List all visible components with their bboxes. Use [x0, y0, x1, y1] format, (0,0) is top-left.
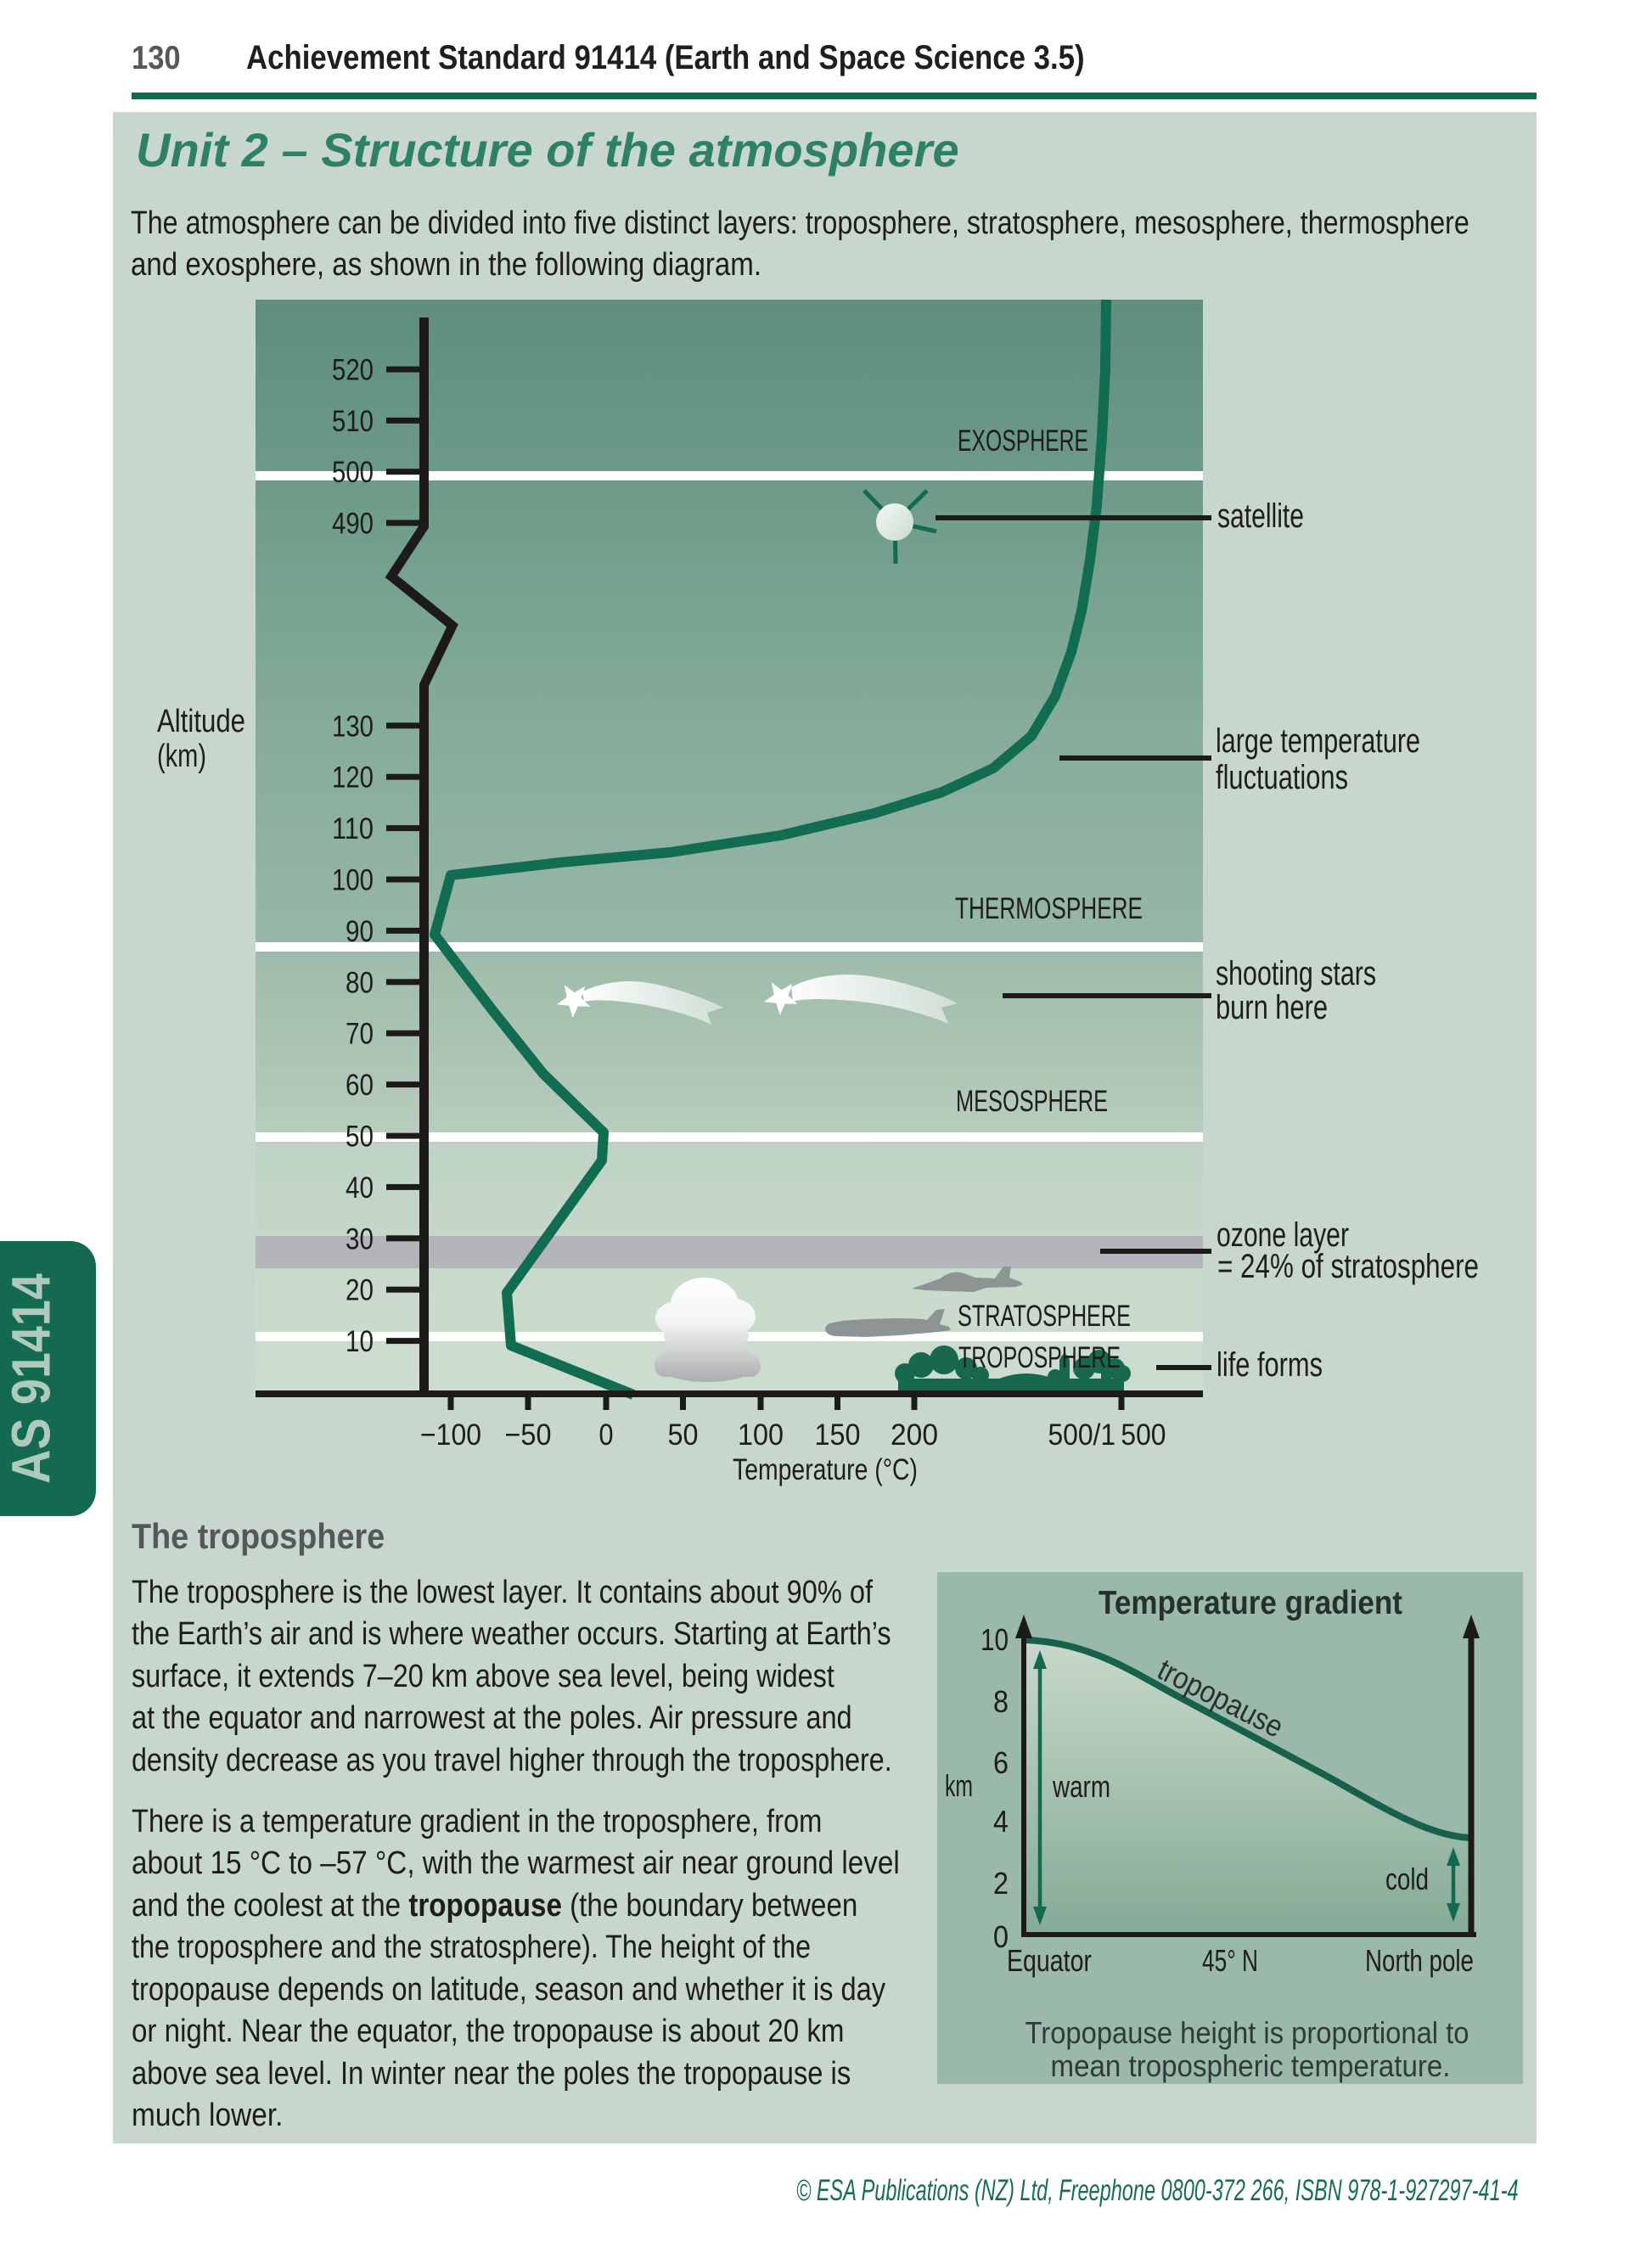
svg-text:0: 0	[993, 1919, 1009, 1954]
svg-text:10: 10	[981, 1622, 1009, 1657]
svg-text:MESOSPHERE: MESOSPHERE	[956, 1085, 1108, 1118]
svg-text:EXOSPHERE: EXOSPHERE	[958, 424, 1088, 458]
svg-text:THERMOSPHERE: THERMOSPHERE	[955, 892, 1143, 925]
svg-text:60: 60	[346, 1069, 374, 1102]
svg-text:100: 100	[738, 1418, 784, 1452]
svg-text:200: 200	[891, 1418, 938, 1452]
svg-text:510: 510	[332, 405, 374, 438]
svg-text:490: 490	[332, 508, 374, 541]
svg-text:TROPOSPHERE: TROPOSPHERE	[958, 1341, 1121, 1374]
svg-text:6: 6	[993, 1745, 1009, 1780]
svg-text:20: 20	[346, 1274, 374, 1307]
svg-text:2: 2	[993, 1866, 1009, 1901]
svg-text:cold: cold	[1385, 1862, 1429, 1896]
svg-text:120: 120	[332, 761, 374, 795]
svg-text:ozone layer: ozone layer	[1217, 1216, 1349, 1254]
svg-text:shooting stars: shooting stars	[1216, 955, 1376, 992]
svg-text:90: 90	[346, 915, 374, 948]
svg-text:50: 50	[668, 1418, 699, 1452]
svg-text:(km): (km)	[157, 739, 206, 774]
svg-text:North pole: North pole	[1365, 1943, 1474, 1978]
svg-text:−50: −50	[505, 1418, 552, 1452]
svg-text:45° N: 45° N	[1202, 1943, 1258, 1978]
svg-text:130: 130	[332, 710, 374, 743]
svg-text:km: km	[945, 1768, 973, 1803]
svg-text:life forms: life forms	[1217, 1346, 1323, 1384]
svg-text:warm: warm	[1052, 1769, 1110, 1804]
svg-text:Equator: Equator	[1007, 1943, 1092, 1978]
svg-text:150: 150	[815, 1418, 861, 1452]
svg-text:burn here: burn here	[1216, 989, 1328, 1026]
svg-text:30: 30	[346, 1222, 374, 1255]
svg-text:40: 40	[346, 1171, 374, 1205]
svg-text:500/1 500: 500/1 500	[1048, 1418, 1166, 1452]
svg-text:70: 70	[346, 1018, 374, 1051]
svg-text:Altitude: Altitude	[157, 704, 245, 739]
svg-text:50: 50	[346, 1121, 374, 1154]
svg-text:80: 80	[346, 966, 374, 999]
svg-text:fluctuations: fluctuations	[1216, 759, 1348, 796]
svg-text:Temperature gradient: Temperature gradient	[1099, 1585, 1402, 1621]
svg-text:mean tropospheric temperature.: mean tropospheric temperature.	[1051, 2048, 1451, 2083]
svg-text:= 24% of stratosphere: = 24% of stratosphere	[1217, 1248, 1479, 1285]
svg-text:110: 110	[332, 812, 374, 845]
svg-text:520: 520	[332, 354, 374, 387]
svg-text:500: 500	[332, 456, 374, 489]
svg-text:large temperature: large temperature	[1216, 722, 1420, 760]
svg-text:Temperature (°C): Temperature (°C)	[733, 1453, 918, 1486]
svg-text:0: 0	[599, 1418, 614, 1452]
svg-text:8: 8	[993, 1684, 1009, 1719]
svg-text:satellite: satellite	[1217, 497, 1304, 535]
svg-text:−100: −100	[420, 1418, 481, 1452]
svg-text:100: 100	[332, 864, 374, 897]
svg-text:STRATOSPHERE: STRATOSPHERE	[958, 1300, 1131, 1333]
svg-text:10: 10	[346, 1325, 374, 1358]
svg-text:4: 4	[993, 1804, 1009, 1839]
svg-text:Tropopause height is proportio: Tropopause height is proportional to	[1025, 2015, 1469, 2050]
